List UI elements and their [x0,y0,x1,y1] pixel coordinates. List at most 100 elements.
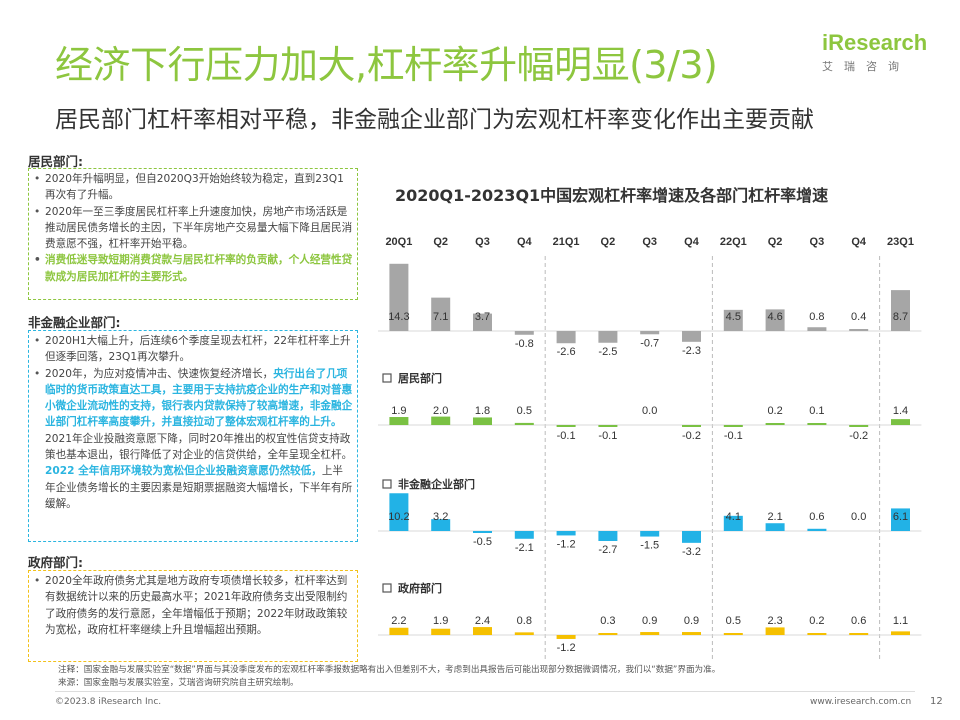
category-label-12: 23Q1 [887,236,914,248]
household-bullet-1: 2020年升幅明显，但自2020Q3开始始终较为稳定，直到23Q1再次有了升幅。 [34,171,353,204]
bar-s2-10 [807,528,827,531]
value-label-s1-11: -0.2 [849,430,868,442]
legend-swatch-1 [382,373,392,383]
value-label-s2-11: 0.0 [851,511,866,523]
value-label-s0-10: 0.8 [809,311,824,323]
bar-s0-3 [514,331,534,335]
page-subtitle: 居民部门杠杆率相对平稳，非金融企业部门为宏观杠杆率变化作出主要贡献 [55,107,814,133]
bar-s1-7 [682,425,701,427]
value-label-s1-2: 1.8 [475,405,490,417]
value-label-s0-8: 4.5 [726,311,741,323]
bar-s0-10 [807,327,827,331]
category-label-2: Q3 [475,236,490,248]
footer-copyright: ©2023.8 iResearch Inc. [55,697,162,707]
value-label-s2-6: -1.5 [640,540,659,552]
value-label-s3-9: 2.3 [767,615,782,627]
bar-s0-11 [849,329,869,331]
value-label-s3-6: 0.9 [642,615,657,627]
bar-s1-9 [765,423,785,425]
bar-s3-0 [389,627,409,635]
value-label-s1-7: -0.2 [682,430,701,442]
value-label-s2-10: 0.6 [809,511,824,523]
footer-website: www.iresearch.com.cn [810,697,912,707]
value-label-s1-4: -0.1 [557,430,576,442]
bar-s1-3 [514,422,534,425]
value-label-s0-5: -2.5 [598,346,617,358]
nf-text-e: 上半年企业债务增长的主要因素是短期票据融资大幅增长，下半年有所缓解。 [45,465,353,510]
bar-s2-0 [389,493,409,531]
logo-word: iResearch [822,30,928,55]
bar-s0-5 [598,331,618,343]
category-label-9: Q2 [768,236,783,248]
bar-s2-7 [682,531,701,543]
bar-s2-8 [723,515,743,531]
value-label-s1-8: -0.1 [724,430,743,442]
government-bullet-1: 2020全年政府债务尤其是地方政府专项债增长较多，杠杆率达到有数据统计以来的历史… [34,573,353,638]
category-label-6: Q3 [642,236,657,248]
nf-text-c: 2021年企业投融资意愿下降，同时20年推出的权宜性信贷支持政策也基本退出，银行… [45,432,353,462]
bar-s2-6 [640,531,660,537]
value-label-s3-7: 0.9 [684,615,699,627]
value-label-s3-2: 2.4 [475,615,490,627]
category-label-0: 20Q1 [385,236,412,248]
value-label-s1-5: -0.1 [598,430,617,442]
bar-s0-12 [891,290,910,331]
bar-s1-0 [389,417,409,425]
category-label-1: Q2 [433,236,448,248]
footer-divider [55,691,915,692]
nf-text-a: 2020年，为应对疫情冲击、快速恢复经济增长， [45,367,274,380]
value-label-s3-11: 0.6 [851,615,866,627]
value-label-s0-4: -2.6 [557,346,576,358]
bar-s3-8 [723,633,743,635]
bar-s3-7 [682,632,701,635]
bar-s2-3 [514,531,534,539]
bar-s2-5 [598,531,618,541]
value-label-s3-5: 0.3 [600,615,615,627]
bar-s0-1 [431,297,451,331]
value-label-s2-12: 6.1 [893,511,908,523]
bar-s0-6 [640,331,660,335]
category-label-10: Q3 [810,236,825,248]
bar-s0-7 [682,331,701,342]
page-number: 12 [930,696,943,707]
bar-s2-12 [891,508,910,531]
value-label-s0-6: -0.7 [640,337,659,349]
bar-s3-4 [556,635,576,639]
value-label-s2-2: -0.5 [473,536,492,548]
section-title-nonfinancial: 非金融企业部门: [28,315,121,330]
bar-s3-9 [765,627,785,635]
value-label-s2-7: -3.2 [682,546,701,558]
bar-s1-4 [556,425,576,427]
value-label-s0-7: -2.3 [682,345,701,357]
value-label-s2-5: -2.7 [598,544,617,556]
value-label-s3-1: 1.9 [433,615,448,627]
value-label-s3-12: 1.1 [893,615,908,627]
section-title-household: 居民部门: [28,154,83,169]
value-label-s3-10: 0.2 [809,615,824,627]
bar-s1-2 [473,417,492,425]
value-label-s1-0: 1.9 [391,405,406,417]
note-line-2: 来源：国家金融与发展实验室，艾瑞咨询研究院自主研究绘制。 [58,678,299,688]
value-label-s1-1: 2.0 [433,405,448,417]
value-label-s2-0: 10.2 [388,511,409,523]
legend-label-3: 政府部门 [398,581,442,595]
value-label-s2-3: -2.1 [515,542,534,554]
bar-s3-10 [807,633,827,635]
value-label-s1-10: 0.1 [809,405,824,417]
legend-swatch-3 [382,583,392,593]
value-label-s0-9: 4.6 [767,311,782,323]
bar-s1-5 [598,425,618,427]
value-label-s2-4: -1.2 [557,538,576,550]
value-label-s0-0: 14.3 [388,311,409,323]
note-line-1: 注释：国家金融与发展实验室“数据”界面与其没季度发布的宏观杠杆率季报数据略有出入… [58,665,721,675]
bar-s2-2 [473,531,492,533]
value-label-s1-9: 0.2 [767,405,782,417]
value-label-s3-4: -1.2 [557,642,576,654]
value-label-s0-11: 0.4 [851,311,866,323]
household-bullet-3: 消费低迷导致短期消费贷款与居民杠杆率的负贡献，个人经营性贷款成为居民加杠杆的主要… [34,252,353,285]
bar-s0-9 [765,309,785,331]
category-label-7: Q4 [684,236,700,248]
category-label-11: Q4 [851,236,867,248]
nonfinancial-bullet-2: 2020年，为应对疫情冲击、快速恢复经济增长，央行出台了几项临时的货币政策直达工… [34,366,353,513]
